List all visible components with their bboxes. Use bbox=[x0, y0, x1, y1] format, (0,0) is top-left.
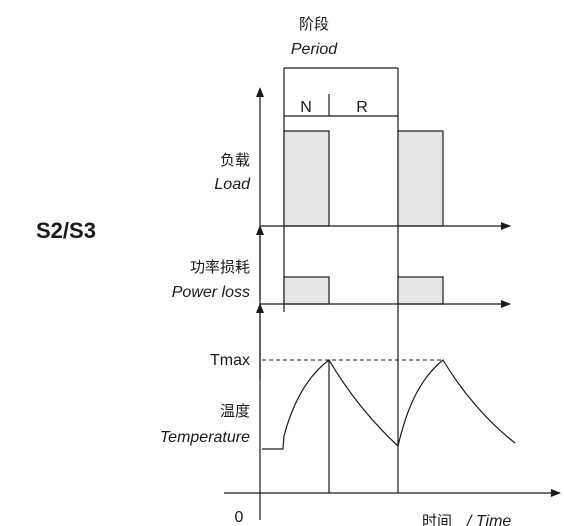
phase-n-label: N bbox=[300, 99, 312, 116]
phase-r-label: R bbox=[356, 99, 368, 116]
power-loss-pulse-2 bbox=[397, 276, 444, 305]
power-loss-label-zh: 功率损耗 bbox=[190, 259, 250, 276]
load-pulse-2 bbox=[397, 130, 444, 227]
time-label-zh: 时间 bbox=[422, 513, 452, 526]
load-label-en: Load bbox=[214, 176, 251, 193]
power-loss-label-en: Power loss bbox=[172, 284, 250, 301]
time-label-en: / Time bbox=[466, 513, 511, 526]
origin-label: 0 bbox=[235, 509, 244, 526]
period-label-zh: 阶段 bbox=[299, 16, 329, 33]
tmax-label: Tmax bbox=[210, 352, 250, 369]
power-loss-pulse-1 bbox=[283, 276, 330, 305]
temperature-label-zh: 温度 bbox=[220, 403, 250, 420]
load-pulse-1 bbox=[283, 130, 330, 227]
duty-type-heading: S2/S3 bbox=[36, 218, 96, 243]
temperature-label-en: Temperature bbox=[160, 429, 250, 446]
period-label-en: Period bbox=[291, 41, 338, 58]
temperature-curve bbox=[262, 359, 516, 450]
load-label-zh: 负载 bbox=[220, 152, 250, 169]
